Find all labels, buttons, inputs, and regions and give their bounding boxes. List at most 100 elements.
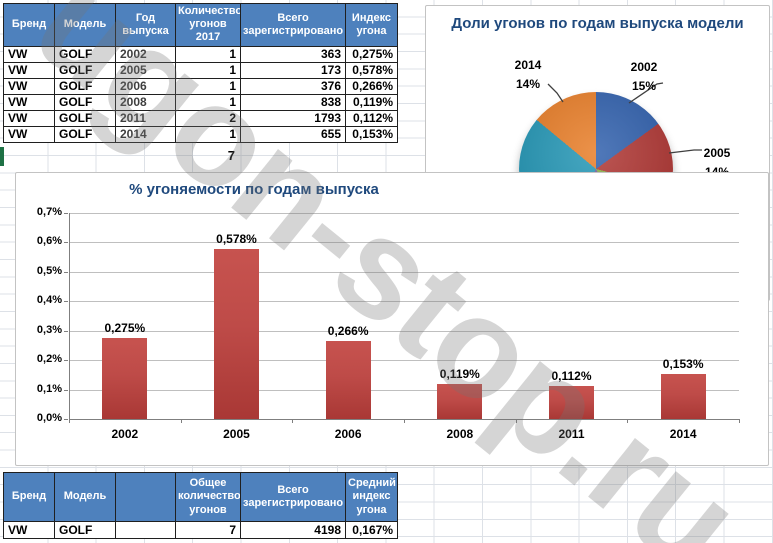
cell[interactable]: 838 — [240, 93, 346, 111]
column-header[interactable]: Средний индекс угона — [345, 472, 398, 522]
cell[interactable]: GOLF — [54, 45, 116, 63]
x-axis-label: 2002 — [111, 427, 139, 441]
theft-stats-table: Бренд Модель Год выпуска Количество угонов … — [3, 3, 398, 143]
cell[interactable]: 1 — [175, 77, 241, 95]
bar-value-label: 0,112% — [551, 369, 592, 384]
cell[interactable]: VW — [3, 125, 55, 143]
y-axis-tick — [64, 360, 68, 362]
y-axis-label: 0,0% — [36, 412, 62, 424]
cell[interactable]: 1 — [175, 45, 241, 63]
cell[interactable]: 0,266% — [345, 77, 398, 95]
total-count-cell[interactable]: 7 — [227, 148, 235, 163]
cell[interactable]: 1 — [175, 61, 241, 79]
y-axis-tick — [64, 242, 68, 244]
summary-table: Бренд Модель Общее количество угонов Всего … — [3, 472, 398, 539]
column-header[interactable]: Общее количество угонов — [175, 472, 241, 522]
cell[interactable]: 1 — [175, 93, 241, 111]
bar-2014[interactable] — [660, 373, 706, 419]
cell[interactable]: VW — [3, 61, 55, 79]
cell[interactable]: GOLF — [54, 77, 116, 95]
cell[interactable]: VW — [3, 93, 55, 111]
column-header[interactable]: Бренд — [3, 472, 55, 522]
cell[interactable]: 7 — [175, 521, 241, 539]
cell[interactable]: 0,167% — [345, 521, 398, 539]
active-cell-indicator[interactable] — [0, 147, 4, 166]
cell[interactable]: 0,275% — [345, 45, 398, 63]
cell[interactable]: 2006 — [115, 77, 176, 95]
x-axis-tick — [292, 419, 294, 423]
column-header[interactable]: Модель — [54, 3, 116, 47]
cell[interactable]: 2011 — [115, 109, 176, 127]
table-row: VW GOLF 2008 1 838 0,119% — [3, 93, 398, 111]
x-axis-label: 2005 — [223, 427, 250, 441]
pie-label-year: 2005 — [703, 146, 731, 160]
bar-chart-title: % угоняемости по годам выпуска — [129, 181, 379, 198]
y-axis-label: 0,5% — [36, 264, 62, 277]
column-header[interactable]: Индекс угона — [345, 3, 398, 47]
x-axis-label: 2011 — [558, 427, 585, 441]
x-axis-tick — [180, 419, 182, 423]
x-axis-label: 2014 — [669, 427, 697, 441]
gridline — [69, 213, 739, 214]
column-header[interactable] — [115, 472, 176, 522]
column-header[interactable]: Год выпуска — [115, 3, 176, 47]
y-axis-label: 0,2% — [36, 353, 62, 366]
cell[interactable]: 1793 — [240, 109, 346, 127]
cell[interactable]: 2 — [175, 109, 241, 127]
cell[interactable]: VW — [3, 77, 55, 95]
cell[interactable]: VW — [3, 45, 55, 63]
cell[interactable]: GOLF — [54, 61, 116, 79]
bar-2006[interactable] — [325, 340, 371, 419]
bar-chart[interactable]: % угоняемости по годам выпуска 0,0% 0,1% 0… — [15, 172, 769, 466]
table-row: VW GOLF 2005 1 173 0,578% — [3, 61, 398, 79]
cell[interactable]: GOLF — [54, 109, 116, 127]
column-header[interactable]: Бренд — [3, 3, 55, 47]
cell[interactable]: 0,112% — [345, 109, 398, 127]
pie-label-pct: 14% — [515, 77, 541, 91]
cell[interactable]: 363 — [240, 45, 346, 63]
column-header[interactable]: Модель — [54, 472, 116, 522]
column-header[interactable]: Всего зарегистрировано — [240, 3, 346, 47]
cell[interactable]: VW — [3, 109, 55, 127]
cell[interactable]: GOLF — [54, 521, 116, 539]
x-axis-tick — [627, 419, 629, 423]
cell[interactable]: 2005 — [115, 61, 176, 79]
cell[interactable]: 2008 — [115, 93, 176, 111]
bar-value-label: 0,266% — [327, 323, 369, 338]
cell[interactable]: 0,578% — [345, 61, 398, 79]
x-axis-label: 2008 — [446, 427, 474, 441]
pie-chart-title: Доли угонов по годам выпуска модели — [451, 15, 744, 32]
cell[interactable]: 1 — [175, 125, 241, 143]
bar-2005[interactable] — [214, 248, 259, 419]
bar-2002[interactable] — [102, 338, 148, 419]
cell[interactable] — [115, 521, 176, 539]
column-header[interactable]: Всего зарегистрировано — [240, 472, 346, 522]
cell[interactable]: 0,119% — [345, 93, 398, 111]
cell[interactable]: 4198 — [240, 521, 346, 539]
cell[interactable]: GOLF — [54, 125, 116, 143]
bar-2008[interactable] — [437, 383, 483, 419]
column-header[interactable]: Количество угонов 2017 — [175, 3, 241, 47]
gridline — [69, 360, 739, 362]
cell[interactable]: GOLF — [54, 93, 116, 111]
gridline — [69, 389, 739, 391]
cell[interactable]: 655 — [240, 125, 346, 143]
cell[interactable]: 376 — [240, 77, 346, 95]
cell[interactable]: 173 — [240, 61, 346, 79]
table-row: VW GOLF 2011 2 1793 0,112% — [3, 109, 398, 127]
cell[interactable]: 0,153% — [345, 125, 398, 143]
y-axis-tick — [64, 301, 68, 303]
x-axis-tick — [69, 419, 70, 423]
y-axis-tick — [64, 213, 68, 214]
bar-2011[interactable] — [549, 386, 594, 419]
table-header-row: Бренд Модель Год выпуска Количество угонов … — [3, 3, 398, 47]
y-axis-tick — [64, 271, 68, 273]
bar-value-label: 0,275% — [104, 321, 146, 336]
x-axis-tick — [404, 419, 405, 423]
cell[interactable]: 2002 — [115, 45, 176, 63]
y-axis-line — [69, 213, 70, 419]
x-axis-tick — [515, 419, 517, 423]
x-axis-tick — [739, 419, 740, 423]
cell[interactable]: VW — [3, 521, 55, 539]
cell[interactable]: 2014 — [115, 125, 176, 143]
